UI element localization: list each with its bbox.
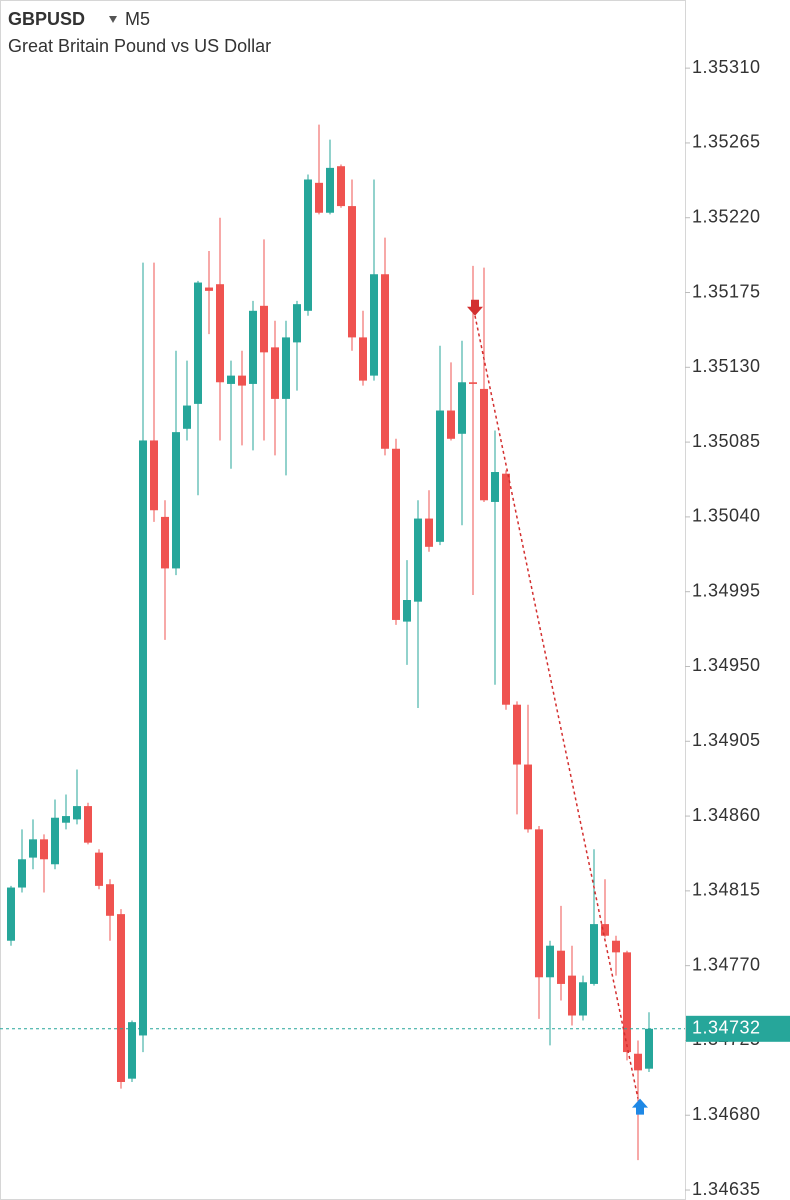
candle-body (491, 472, 499, 502)
candle-body (425, 518, 433, 547)
candle-body (634, 1053, 642, 1071)
candle-body (524, 764, 532, 830)
candle-body (150, 440, 158, 511)
symbol[interactable]: GBPUSD (8, 9, 85, 29)
candle-body (326, 167, 334, 213)
candle-body (282, 337, 290, 399)
candle-body (513, 704, 521, 765)
candle-body (502, 473, 510, 705)
candle-body (546, 945, 554, 978)
candle-body (392, 448, 400, 620)
candle-body (480, 388, 488, 501)
y-tick-label: 1.34770 (692, 954, 761, 974)
candle-body (238, 375, 246, 386)
candle-body (623, 952, 631, 1053)
candle-body (216, 284, 224, 383)
last-price-box (686, 1015, 790, 1042)
y-tick-label: 1.34815 (692, 880, 761, 900)
y-tick-label: 1.34950 (692, 655, 761, 675)
candle-body (557, 950, 565, 984)
candle-body (315, 182, 323, 213)
candle-body (337, 166, 345, 207)
candle-body (95, 852, 103, 886)
candle-body (590, 924, 598, 984)
candle-body (359, 337, 367, 381)
candle-body (29, 839, 37, 858)
candle-body (568, 975, 576, 1016)
candle-body (249, 310, 257, 384)
candle-body (579, 982, 587, 1016)
y-tick-label: 1.35085 (692, 431, 761, 451)
candle-body (183, 405, 191, 429)
y-tick-label: 1.34635 (692, 1179, 761, 1199)
candle-body (161, 516, 169, 569)
candle-body (293, 304, 301, 343)
subtitle: Great Britain Pound vs US Dollar (8, 36, 271, 56)
candle-body (436, 410, 444, 542)
sell-arrow (467, 299, 483, 316)
candle-body (73, 806, 81, 820)
y-tick-label: 1.34905 (692, 730, 761, 750)
candle-body (62, 816, 70, 823)
candle-body (172, 432, 180, 569)
candle-body (535, 829, 543, 978)
buy-arrow (632, 1098, 648, 1115)
candle-body (18, 859, 26, 888)
candle-body (117, 914, 125, 1082)
y-tick-label: 1.34680 (692, 1104, 761, 1124)
candle-body (271, 347, 279, 399)
candle-body (403, 600, 411, 622)
candle-body (7, 887, 15, 941)
candle-body (227, 375, 235, 384)
y-tick-label: 1.34995 (692, 580, 761, 600)
y-tick-label: 1.35265 (692, 132, 761, 152)
candle-body (612, 940, 620, 953)
candle-body (304, 179, 312, 311)
candle-body (205, 287, 213, 291)
candle-body (128, 1022, 136, 1079)
candle-body (414, 518, 422, 602)
y-tick-label: 1.35130 (692, 356, 761, 376)
candle-body (40, 839, 48, 860)
candle-body (370, 274, 378, 376)
candle-body (348, 206, 356, 338)
candle-body (601, 924, 609, 936)
last-price-label: 1.34732 (692, 1018, 761, 1038)
candle-body (84, 806, 92, 843)
candle-body (447, 410, 455, 439)
timeframe[interactable]: M5 (125, 9, 150, 29)
trade-line (474, 315, 639, 1099)
y-tick-label: 1.35310 (692, 57, 761, 77)
candle-body (51, 817, 59, 865)
y-tick-label: 1.35220 (692, 206, 761, 226)
y-tick-label: 1.35175 (692, 281, 761, 301)
candle-body (469, 382, 477, 384)
candle-body (645, 1028, 653, 1069)
symbol-dropdown[interactable] (109, 16, 117, 23)
candle-body (458, 382, 466, 434)
y-tick-label: 1.35040 (692, 506, 761, 526)
candle-body (139, 440, 147, 1036)
candle-body (381, 274, 389, 449)
candle-body (106, 884, 114, 916)
candle-body (194, 282, 202, 404)
candle-body (260, 305, 268, 353)
y-tick-label: 1.34860 (692, 805, 761, 825)
